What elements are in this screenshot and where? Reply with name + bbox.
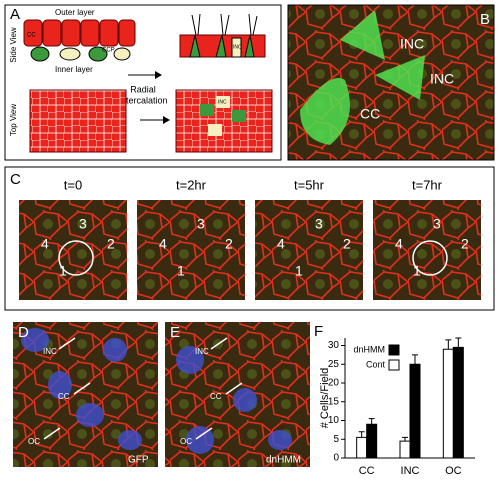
cell-number: 1	[413, 263, 421, 279]
legend-swatch	[388, 344, 400, 356]
cell-number: 3	[315, 216, 323, 232]
top-diagram-left	[29, 89, 127, 153]
y-tick-label: 20	[328, 378, 340, 389]
cell-number: 4	[277, 236, 285, 252]
arrow	[58, 337, 76, 350]
side-diagram-right	[179, 13, 266, 58]
x-tick-label: CC	[359, 465, 375, 477]
y-tick-label: 15	[328, 396, 340, 407]
cell-number: 1	[59, 263, 67, 279]
cell-number: 4	[159, 236, 167, 252]
x-tick-label: INC	[401, 465, 420, 477]
cell-label: INC	[430, 71, 454, 87]
arrowhead	[163, 116, 170, 124]
y-tick-label: 5	[333, 434, 339, 445]
cell-label: INC	[43, 347, 57, 356]
condition: dnHMM	[266, 455, 301, 466]
bar	[409, 363, 421, 459]
panel-label: F	[314, 323, 323, 340]
cell-number: 3	[433, 216, 441, 232]
cell-number: 4	[41, 236, 49, 252]
arrow	[73, 382, 91, 395]
cell-label: CC	[58, 392, 70, 401]
side-view: Side View	[9, 27, 18, 63]
cell-number: 3	[197, 216, 205, 232]
timelapse-frame	[255, 200, 363, 300]
cell-number: 3	[79, 216, 87, 232]
cell-label: CC	[210, 392, 222, 401]
y-axis-label: # Cells/Field	[319, 368, 331, 429]
time-label: t=5hr	[294, 177, 325, 192]
cell-label: INC	[195, 347, 209, 356]
outer-layer: Outer layer	[55, 8, 95, 17]
cell-number: 2	[461, 236, 469, 252]
cell-number: 2	[343, 236, 351, 252]
bar	[356, 436, 368, 459]
arrow	[195, 427, 213, 440]
side-diagram-left	[23, 19, 136, 62]
cell-label: INC	[233, 44, 242, 50]
time-label: t=0	[64, 177, 82, 192]
panel-label: B	[480, 11, 490, 28]
panel-label: D	[18, 324, 29, 341]
arrow	[210, 337, 228, 350]
nuclei	[21, 328, 292, 454]
cell-label: INC	[400, 36, 424, 52]
panel-label: E	[170, 324, 180, 341]
cell-label: OC	[180, 437, 192, 446]
cell-label: CCP	[102, 48, 115, 54]
cell-number: 1	[295, 263, 303, 279]
y-tick-label: 0	[333, 453, 339, 464]
arrow	[43, 427, 61, 440]
arrow	[225, 382, 243, 395]
cell-number: 4	[395, 236, 403, 252]
timelapse-frame	[137, 200, 245, 300]
bar	[442, 348, 454, 459]
cell-number: 2	[225, 236, 233, 252]
bar	[452, 346, 464, 459]
legend-swatch	[388, 359, 400, 371]
panel-label: A	[10, 6, 20, 23]
cell-label: OC	[28, 437, 40, 446]
x-tick-label: OC	[445, 465, 462, 477]
time-label: t=7hr	[412, 177, 443, 192]
highlight	[412, 240, 448, 276]
highlight	[58, 240, 94, 276]
legend-label: dnHMM	[353, 344, 385, 354]
bar	[366, 423, 378, 459]
time-label: t=2hr	[176, 177, 207, 192]
arrow-text: Intercalation	[118, 95, 167, 105]
chart: 0 5 10 15 20 25 30 # Cells/Field CC INC OC dnHMM Con…	[319, 337, 475, 477]
cell-label: INC	[218, 99, 227, 105]
cell-number: 1	[177, 263, 185, 279]
cell-number: 2	[107, 236, 115, 252]
green-cells	[300, 10, 425, 145]
arrows-and-labels: INC CC OC INC CC OC	[28, 337, 243, 446]
top-view: Top View	[9, 104, 18, 137]
condition: GFP	[128, 455, 149, 466]
y-tick-label: 25	[328, 359, 340, 370]
cell-label: CC	[27, 33, 36, 39]
y-tick-label: 30	[328, 340, 340, 351]
bar	[399, 440, 411, 459]
legend-label: Cont	[366, 359, 386, 369]
cell-label: CC	[360, 106, 380, 122]
timelapse-frame	[19, 200, 127, 300]
y-tick-label: 10	[328, 415, 340, 426]
timelapse: t=0 3 4 2 1 t=2hr 3 4 2 1 t=5hr 3 4 2 1 t=7hr 3 4 2 1	[19, 177, 481, 300]
inner-layer: Inner layer	[55, 65, 93, 74]
top-diagram-right	[175, 89, 273, 153]
panel-label: C	[10, 171, 21, 188]
arrow-text: Radial	[130, 84, 156, 94]
timelapse-frame	[373, 200, 481, 300]
arrowhead	[155, 71, 162, 79]
